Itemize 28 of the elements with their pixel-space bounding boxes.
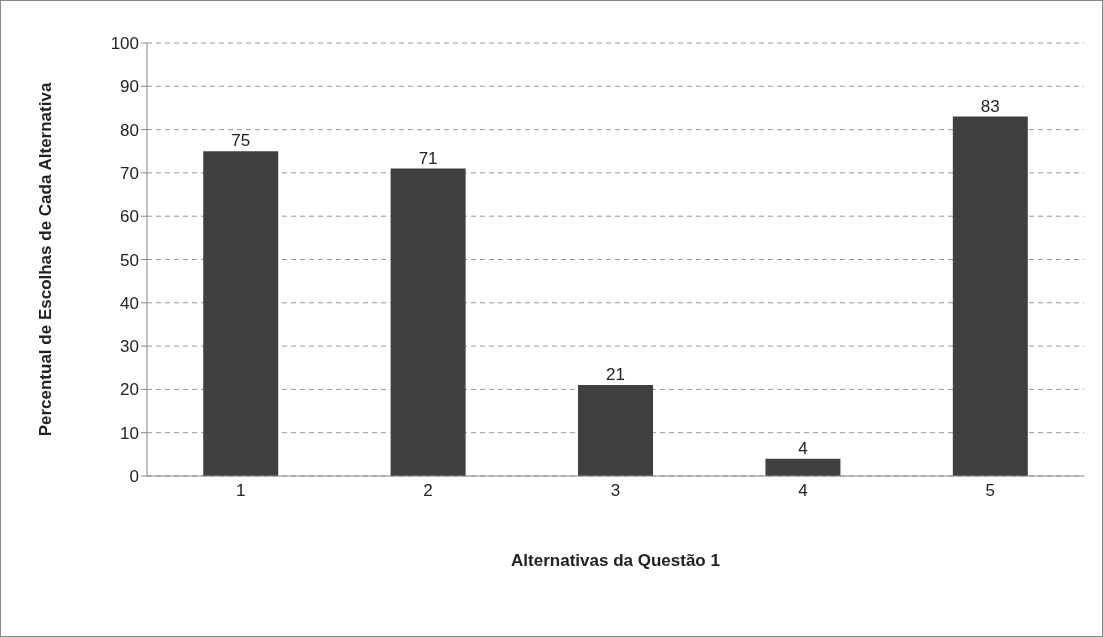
y-tick-label: 10 <box>120 423 139 443</box>
y-tick-label: 20 <box>120 380 139 400</box>
data-label: 4 <box>798 438 808 458</box>
y-tick-label: 60 <box>120 207 139 227</box>
bar <box>578 385 654 476</box>
x-tick-label: 4 <box>798 481 808 501</box>
bar <box>203 151 279 476</box>
y-tick-label: 50 <box>120 250 139 270</box>
y-tick-label: 70 <box>120 163 139 183</box>
y-tick-label: 40 <box>120 293 139 313</box>
bar <box>765 458 841 476</box>
x-tick-label: 2 <box>423 481 433 501</box>
x-tick-label: 3 <box>610 481 621 501</box>
y-tick-label: 90 <box>120 77 139 97</box>
data-label: 75 <box>231 131 251 151</box>
x-tick-label: 5 <box>985 481 996 501</box>
y-tick-label: 30 <box>120 337 139 357</box>
data-label: 83 <box>980 96 1000 116</box>
x-tick-label: 1 <box>235 481 246 501</box>
data-label: 21 <box>606 365 625 385</box>
y-tick-label: 0 <box>129 467 139 487</box>
y-tick-label: 80 <box>120 120 139 140</box>
bar <box>952 116 1028 476</box>
y-axis-title: Percentual de Escolhas de Cada Alternativa <box>36 82 56 437</box>
x-axis-title: Alternativas da Questão 1 <box>511 551 720 570</box>
y-tick-label: 100 <box>110 34 139 54</box>
bar <box>390 168 466 476</box>
data-label: 71 <box>418 148 438 168</box>
